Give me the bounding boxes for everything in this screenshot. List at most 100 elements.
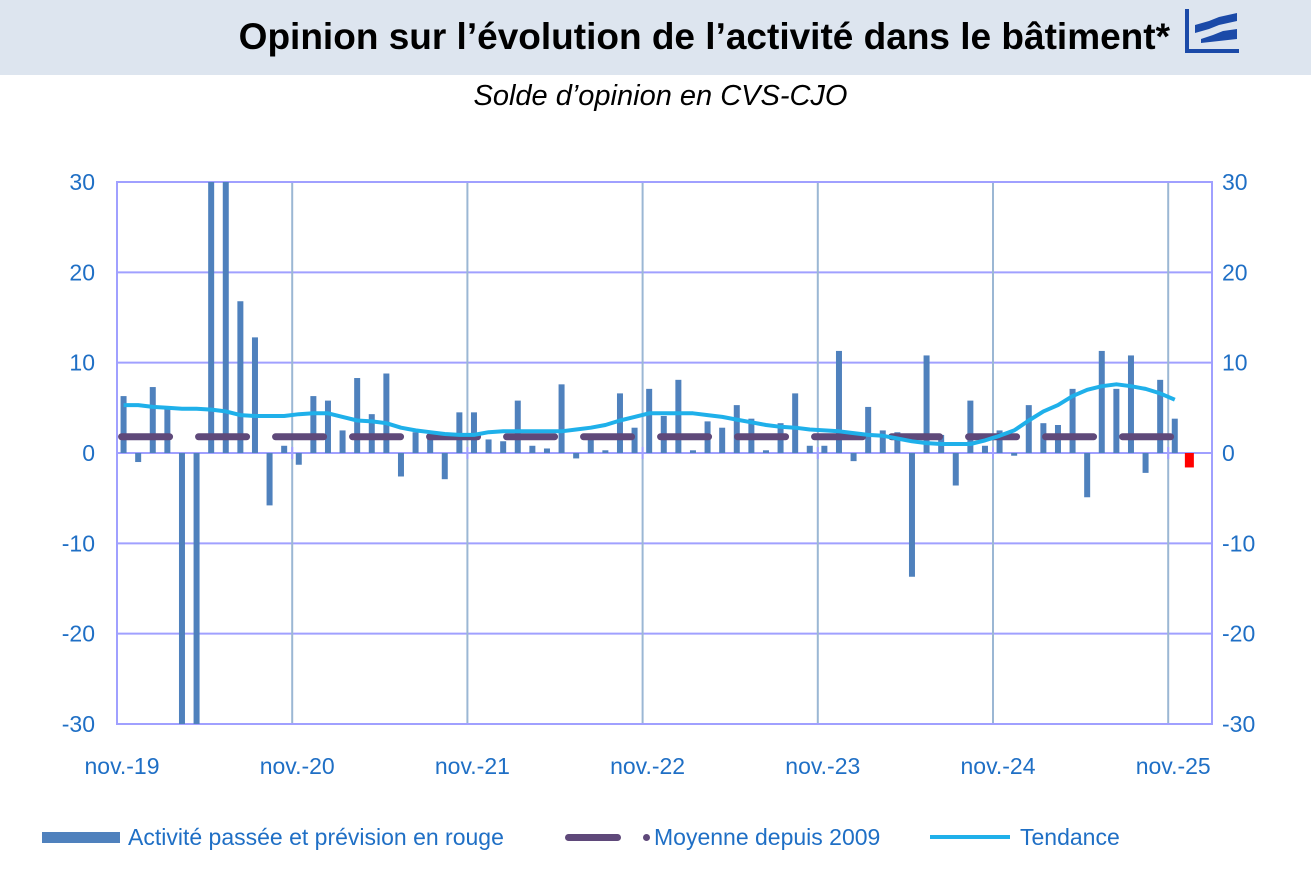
activity-bar xyxy=(923,355,930,453)
activity-bar xyxy=(295,453,302,465)
activity-bar xyxy=(543,448,550,453)
legend-label-activity: Activité passée et prévision en rouge xyxy=(128,823,504,850)
legend-label-trend: Tendance xyxy=(1020,823,1120,850)
activity-bar xyxy=(1098,350,1105,453)
x-tick-label: nov.-20 xyxy=(260,753,335,779)
activity-bar xyxy=(558,384,565,453)
trend-line xyxy=(123,382,1176,446)
activity-bar xyxy=(529,445,536,453)
activity-bar xyxy=(178,453,185,724)
activity-bar xyxy=(164,407,171,453)
activity-bar xyxy=(1084,453,1091,498)
y-tick-label-left: 20 xyxy=(69,259,95,285)
activity-bar xyxy=(310,396,317,453)
activity-bar xyxy=(587,435,594,453)
activity-bar xyxy=(981,445,988,453)
legend-label-mean: Moyenne depuis 2009 xyxy=(654,823,881,850)
x-tick-label: nov.-25 xyxy=(1136,753,1211,779)
activity-bar xyxy=(821,445,828,453)
x-tick-label: nov.-19 xyxy=(84,753,159,779)
activity-bar xyxy=(237,301,244,453)
legend-item-mean: Moyenne depuis 2009 xyxy=(565,822,880,852)
y-tick-label-right: -10 xyxy=(1222,530,1255,556)
x-tick-label: nov.-24 xyxy=(960,753,1035,779)
chart-title: Opinion sur l’évolution de l’activité da… xyxy=(238,16,1170,57)
activity-bar xyxy=(879,430,886,453)
legend-item-activity: Activité passée et prévision en rouge xyxy=(42,822,504,852)
activity-bar xyxy=(996,430,1003,453)
activity-bar xyxy=(835,350,842,453)
activity-bar xyxy=(719,427,726,453)
y-tick-label-left: -20 xyxy=(62,621,95,647)
activity-bar xyxy=(1011,453,1018,456)
y-tick-label-left: 30 xyxy=(69,169,95,195)
activity-bar xyxy=(689,450,696,453)
y-tick-label-left: 10 xyxy=(69,350,95,376)
activity-bar xyxy=(427,434,434,453)
legend-bar-swatch xyxy=(42,831,120,843)
activity-bar xyxy=(646,388,653,453)
legend-dot-swatch xyxy=(643,833,650,841)
activity-bar xyxy=(470,412,477,453)
activity-bar xyxy=(573,453,580,459)
activity-bar xyxy=(485,439,492,453)
activity-bar xyxy=(675,379,682,453)
y-tick-label-right: -30 xyxy=(1222,711,1255,737)
activity-bar xyxy=(616,393,623,453)
y-tick-label-left: -30 xyxy=(62,711,95,737)
activity-bar xyxy=(1171,418,1178,453)
x-tick-label: nov.-23 xyxy=(785,753,860,779)
activity-bar xyxy=(908,453,915,577)
activity-bar xyxy=(149,387,156,453)
y-tick-label-right: 10 xyxy=(1222,350,1248,376)
y-tick-label-left: 0 xyxy=(82,440,95,466)
activity-bar xyxy=(514,400,521,453)
activity-bar xyxy=(792,393,799,453)
activity-bar xyxy=(251,337,258,453)
rising-chart-logo-icon xyxy=(1185,9,1239,53)
activity-bar xyxy=(1069,388,1076,453)
legend: Activité passée et prévision en rouge Mo… xyxy=(0,822,1311,852)
activity-bar xyxy=(850,453,857,462)
y-tick-label-right: 20 xyxy=(1222,259,1248,285)
forecast-bar xyxy=(1184,453,1194,468)
activity-bar xyxy=(967,400,974,453)
activity-bar xyxy=(324,400,331,453)
chart-subtitle: Solde d’opinion en CVS-CJO xyxy=(473,80,848,112)
activity-bar xyxy=(631,427,638,453)
activity-bar xyxy=(1157,379,1164,453)
legend-item-trend: Tendance xyxy=(930,822,1120,852)
activity-bar xyxy=(865,406,872,453)
legend-line-swatch xyxy=(930,835,1010,839)
activity-bar xyxy=(1113,388,1120,453)
activity-bar xyxy=(397,453,404,477)
y-tick-label-right: 0 xyxy=(1222,440,1235,466)
activity-bar xyxy=(281,445,288,453)
activity-bar xyxy=(733,405,740,453)
activity-bar xyxy=(120,396,127,453)
activity-bar xyxy=(602,450,609,453)
activity-bar xyxy=(208,182,215,453)
title-band: Opinion sur l’évolution de l’activité da… xyxy=(0,0,1311,75)
activity-bar xyxy=(1025,405,1032,453)
lines xyxy=(118,382,1181,446)
activity-bar xyxy=(135,453,142,463)
activity-bar xyxy=(383,373,390,453)
activity-bar xyxy=(193,453,200,724)
y-tick-label-right: -20 xyxy=(1222,621,1255,647)
activity-bar xyxy=(266,453,273,506)
x-tick-label: nov.-22 xyxy=(610,753,685,779)
activity-bar xyxy=(1127,355,1134,453)
activity-bar xyxy=(412,432,419,453)
activity-bar xyxy=(952,453,959,486)
plot-border xyxy=(116,181,1213,725)
activity-bar xyxy=(1142,453,1149,473)
activity-bar xyxy=(441,453,448,480)
activity-bar xyxy=(456,412,463,453)
activity-bar xyxy=(500,441,507,453)
activity-bar xyxy=(354,378,361,453)
gridlines xyxy=(116,181,1213,725)
activity-bar xyxy=(806,445,813,453)
y-tick-label-right: 30 xyxy=(1222,169,1248,195)
